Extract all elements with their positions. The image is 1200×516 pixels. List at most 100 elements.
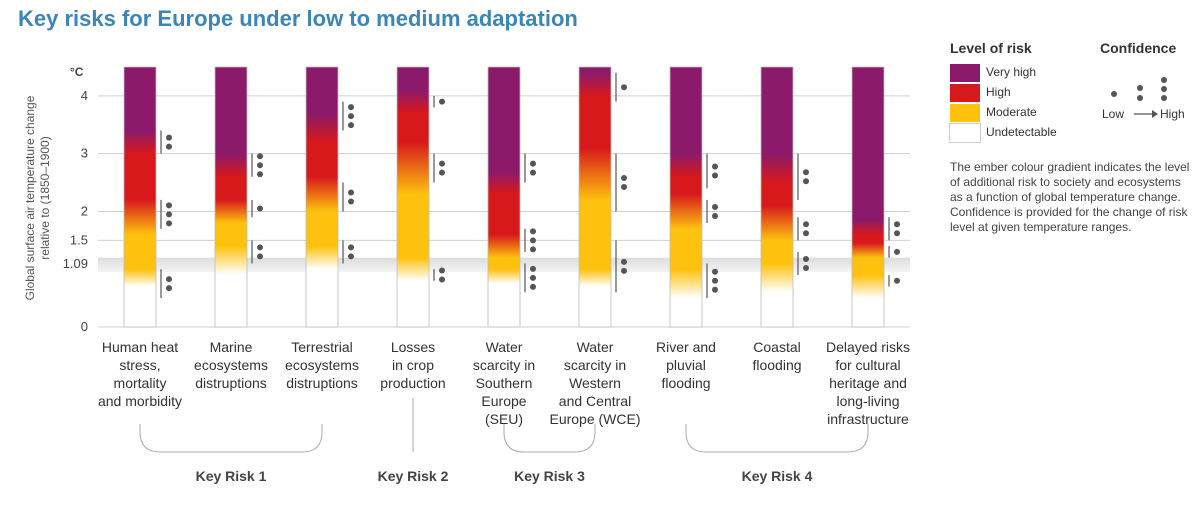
confidence-dot: [803, 255, 809, 262]
ember-label: Terrestrial: [291, 339, 352, 355]
confidence-dot: [348, 122, 354, 129]
y-axis-label-line: relative to (1850–1900): [38, 136, 52, 259]
confidence-dot: [712, 268, 718, 275]
key-risk-groups: Key Risk 1 Key Risk 2 Key Risk 3 Key Risk 4: [139, 398, 869, 484]
group-label: Key Risk 1: [196, 468, 267, 484]
ember-label: for cultural: [835, 357, 900, 373]
ember-label: pluvial: [666, 357, 706, 373]
confidence-high-label: High: [1160, 107, 1185, 121]
ember-label: long-living: [836, 393, 899, 409]
confidence-dot: [166, 276, 172, 283]
group-bracket: [685, 424, 869, 453]
ember-bar: [305, 66, 339, 328]
confidence-dot: [530, 246, 536, 253]
page-title: Key risks for Europe under low to medium…: [18, 6, 578, 31]
ember-label: distruptions: [195, 375, 267, 391]
confidence-dot: [894, 248, 900, 255]
confidence-dot: [621, 184, 627, 191]
legend-swatch: [950, 104, 980, 122]
ember-bar: [851, 66, 885, 328]
ember-label: Europe (WCE): [549, 411, 640, 427]
ember-label: Coastal: [753, 339, 800, 355]
group-label: Key Risk 3: [514, 468, 585, 484]
legend-label: Very high: [986, 65, 1037, 79]
confidence-dot: [439, 160, 445, 167]
legend-swatch: [950, 64, 980, 82]
confidence-dot: [530, 274, 536, 281]
y-tick-label: 4: [81, 88, 88, 103]
ember-label: distruptions: [286, 375, 358, 391]
ember-bar: [214, 66, 248, 328]
confidence-dot: [894, 230, 900, 237]
confidence-dot: [712, 286, 718, 293]
ember-label: heritage and: [829, 375, 907, 391]
confidence-dot: [530, 283, 536, 290]
ember-bar: [487, 66, 521, 328]
confidence-dot: [712, 212, 718, 219]
confidence-dot: [166, 202, 172, 209]
ember-label: Southern: [476, 375, 533, 391]
confidence-dot-high: [1161, 77, 1167, 83]
ember-label: ecosystems: [194, 357, 268, 373]
confidence-title: Confidence: [1100, 40, 1177, 56]
confidence-dot: [348, 104, 354, 111]
ember-label: flooding: [752, 357, 801, 373]
confidence-dot: [894, 277, 900, 284]
confidence-dot: [803, 264, 809, 271]
confidence-dot: [257, 171, 263, 178]
ember-label: Europe: [481, 393, 526, 409]
ember-label: Marine: [210, 339, 253, 355]
confidence-dot: [439, 169, 445, 176]
ember-label: infrastructure: [827, 411, 909, 427]
confidence-dot-high: [1161, 95, 1167, 101]
y-axis-label-text: Global surface air temperature changerel…: [23, 95, 52, 300]
ember-label: River and: [656, 339, 716, 355]
confidence-dot: [439, 267, 445, 274]
confidence-dot: [166, 143, 172, 150]
confidence-dot: [166, 285, 172, 292]
ember-label: scarcity in: [473, 357, 535, 373]
confidence-dot: [348, 244, 354, 251]
confidence-dot: [621, 84, 627, 91]
ember-label: mortality: [114, 375, 167, 391]
confidence-dot: [439, 98, 445, 105]
confidence-dot: [712, 163, 718, 170]
confidence-dot: [530, 228, 536, 235]
confidence-dot-high: [1161, 86, 1167, 92]
legend-item: High: [950, 84, 1070, 102]
confidence-dot: [348, 189, 354, 196]
ember-label: and Central: [559, 393, 631, 409]
ember-label: ecosystems: [285, 357, 359, 373]
y-tick-label: 1.5: [70, 232, 88, 247]
confidence-dot: [348, 113, 354, 120]
confidence-dot: [257, 244, 263, 251]
confidence-dot: [621, 267, 627, 274]
confidence-dot: [348, 198, 354, 205]
ember-bar: [760, 66, 794, 328]
y-axis-label-line: Global surface air temperature change: [23, 95, 37, 300]
legend-label: Moderate: [986, 105, 1037, 119]
confidence-dot: [439, 276, 445, 283]
ember-bar: [669, 66, 703, 328]
ember-label: Water: [486, 339, 523, 355]
legend-item: Undetectable: [949, 123, 1070, 143]
confidence-dot: [166, 134, 172, 141]
confidence-dot: [530, 160, 536, 167]
confidence-dot: [257, 205, 263, 212]
legend-swatch: [950, 84, 980, 102]
legend-title: Level of risk: [950, 40, 1032, 56]
confidence-dot: [803, 169, 809, 176]
group-bracket: [139, 424, 323, 453]
ember-label: Delayed risks: [826, 339, 910, 355]
confidence-dot: [803, 221, 809, 228]
group-label: Key Risk 2: [378, 468, 449, 484]
ember-label: (SEU): [485, 411, 523, 427]
legend-label: High: [986, 85, 1011, 99]
legend-item: Moderate: [950, 104, 1070, 122]
confidence-dot: [803, 178, 809, 185]
arrowhead-icon: [1152, 110, 1158, 118]
confidence-dot: [894, 221, 900, 228]
y-axis-unit: °C: [70, 65, 84, 79]
ember-label: and morbidity: [98, 393, 182, 409]
confidence-dot-low: [1111, 91, 1117, 97]
